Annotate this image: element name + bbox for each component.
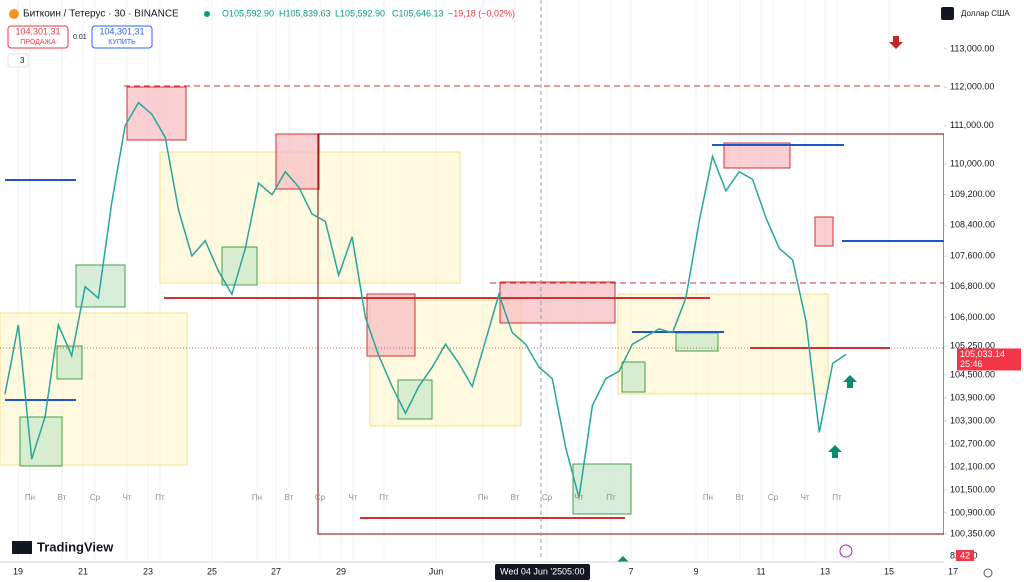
weekday-label: Пн bbox=[478, 493, 488, 502]
weekday-label: Пт bbox=[155, 493, 165, 502]
sell-label: ПРОДАЖА bbox=[20, 39, 56, 46]
price-axis-labels: 113,000.00 112,000.00 111,000.00 110,000.00… bbox=[944, 43, 995, 538]
price-tick-label: 104,500.00 bbox=[950, 369, 995, 379]
price-tick-label: 103,300.00 bbox=[950, 415, 995, 425]
coin-icon bbox=[9, 9, 19, 19]
weekday-label: Вт bbox=[736, 493, 745, 502]
weekday-label: Пн bbox=[252, 493, 262, 502]
date-label: 23 bbox=[143, 566, 153, 576]
weekday-label: Чт bbox=[123, 493, 132, 502]
date-label: Jun bbox=[429, 566, 444, 576]
date-label: 21 bbox=[78, 566, 88, 576]
date-label: 7 bbox=[628, 566, 633, 576]
close: C105,646.13 bbox=[392, 8, 444, 18]
currency-icon bbox=[941, 7, 954, 20]
price-tick-label: 102,700.00 bbox=[950, 438, 995, 448]
zones bbox=[0, 86, 834, 515]
date-label: 27 bbox=[271, 566, 281, 576]
crosshair-time: 05:00 bbox=[562, 566, 585, 576]
weekday-label: Пт bbox=[606, 493, 616, 502]
date-label: 11 bbox=[756, 566, 765, 576]
weekday-label: Чт bbox=[575, 493, 584, 502]
brand-logo bbox=[12, 541, 32, 554]
date-label: 17 bbox=[948, 566, 958, 576]
weekday-label: Ср bbox=[90, 493, 101, 502]
price-tick-label: 113,000.00 bbox=[950, 43, 994, 53]
price-axis bbox=[944, 0, 1024, 582]
time-labels: 19 21 23 25 27 29 Jun 7 9 11 13 15 17 Пн Вт Ср Чт Пт Пн Вт С… bbox=[13, 493, 958, 576]
date-label: 13 bbox=[820, 566, 830, 576]
crosshair-date: Wed 04 Jun '25 bbox=[500, 566, 562, 576]
buy-price: 104,301,31 bbox=[99, 26, 144, 36]
date-label: 19 bbox=[13, 566, 23, 576]
indicators-count: 3 bbox=[20, 56, 25, 65]
price-tick-label: 107,600.00 bbox=[950, 250, 995, 260]
symbol[interactable]: Биткоин / Тетерус · 30 · BINANCE bbox=[23, 9, 179, 20]
date-label: 9 bbox=[693, 566, 698, 576]
step: 0.01 bbox=[73, 34, 87, 41]
badge bbox=[956, 550, 974, 561]
date-label: 29 bbox=[336, 566, 346, 576]
price-tick-label: 106,800.00 bbox=[950, 281, 995, 291]
price-tick-label: 111,000.00 bbox=[950, 120, 994, 130]
status-dot bbox=[204, 11, 210, 17]
currency[interactable]: Доллар США bbox=[961, 9, 1010, 18]
price-tick-label: 108,400.00 bbox=[950, 220, 995, 230]
weekday-label: Ср bbox=[542, 493, 553, 502]
price-tick-label: 100,350.00 bbox=[950, 528, 995, 538]
crosshair-label-bg bbox=[495, 564, 590, 580]
date-label: 25 bbox=[207, 566, 217, 576]
price-tick-label: 101,500.00 bbox=[950, 484, 995, 494]
settings-icon[interactable] bbox=[983, 568, 993, 578]
weekday-label: Пн bbox=[703, 493, 713, 502]
buy-label: КУПИТЬ bbox=[108, 39, 136, 46]
change: −19,18 (−0,02%) bbox=[448, 8, 515, 18]
weekday-label: Пн bbox=[25, 493, 35, 502]
price-tick-label: 103,900.00 bbox=[950, 392, 995, 402]
weekday-label: Вт bbox=[58, 493, 67, 502]
open: O105,592.90 bbox=[222, 8, 274, 18]
weekday-label: Чт bbox=[801, 493, 810, 502]
weekday-label: Ср bbox=[768, 493, 779, 502]
sell-price: 104,301,31 bbox=[15, 26, 60, 36]
price-tick-label: 105,250.00 bbox=[950, 341, 995, 351]
weekday-label: Вт bbox=[285, 493, 294, 502]
badge-text: 42 bbox=[960, 550, 970, 560]
weekday-label: Вт bbox=[511, 493, 520, 502]
weekday-label: Пт bbox=[832, 493, 842, 502]
buy-button[interactable] bbox=[91, 25, 153, 49]
weekday-label: Чт bbox=[349, 493, 358, 502]
price-line bbox=[4, 101, 847, 498]
drawings bbox=[0, 0, 955, 562]
current-price-badge bbox=[957, 348, 1021, 371]
sell-button[interactable] bbox=[7, 25, 69, 49]
alert-icon[interactable] bbox=[839, 544, 853, 558]
current-price: 105,033.14 bbox=[960, 349, 1005, 359]
brand: TradingView bbox=[37, 539, 114, 554]
countdown: 25:46 bbox=[960, 359, 983, 369]
date-label: 15 bbox=[884, 566, 894, 576]
price-tick-label: 112,000.00 bbox=[950, 82, 994, 92]
indicators-toggle[interactable] bbox=[7, 53, 29, 68]
weekday-label: Ср bbox=[315, 493, 326, 502]
low: L105,592.90 bbox=[335, 8, 385, 18]
price-tick-label: 100,900.00 bbox=[950, 507, 995, 517]
high: H105,839.63 bbox=[279, 8, 331, 18]
price-tick-label: 102,100.00 bbox=[950, 461, 995, 471]
weekday-label: Пт bbox=[379, 493, 389, 502]
price-tick-label: 109,200.00 bbox=[950, 189, 995, 199]
price-tick-label: 106,000.00 bbox=[950, 312, 995, 322]
price-chart bbox=[4, 101, 847, 498]
price-tick-label: 110,000.00 bbox=[950, 158, 994, 168]
